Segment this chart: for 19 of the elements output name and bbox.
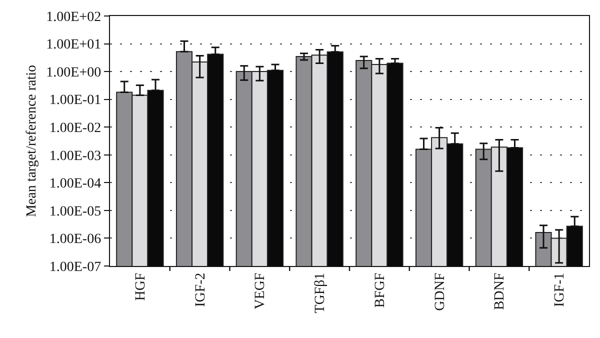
y-tick-label: 1.00E-05 — [49, 204, 102, 220]
x-tick-label: GDNF — [432, 272, 448, 311]
x-tick-label: IGF-2 — [193, 272, 208, 307]
y-tick-label: 1.00E-03 — [49, 148, 102, 164]
y-axis-title: Mean target/reference ratio — [24, 64, 40, 218]
y-tick-label: 1.00E-04 — [49, 176, 102, 192]
y-tick-label: 1.00E-06 — [49, 232, 102, 248]
x-tick-label: VEGF — [253, 272, 268, 310]
x-tick-label: HGF — [133, 272, 148, 301]
x-tick-label: BFGF — [372, 272, 388, 308]
y-tick-label: 1.00E-07 — [49, 260, 102, 275]
y-tick-label: 1.00E+00 — [46, 65, 102, 80]
x-tick-label: TGFβ1 — [313, 272, 328, 314]
x-tick-label: BDNF — [492, 272, 508, 310]
x-tick-label: IGF-1 — [552, 272, 568, 307]
y-tick-label: 1.00E+02 — [46, 10, 102, 25]
y-tick-label: 1.00E-02 — [49, 121, 102, 136]
y-tick-label: 1.00E-01 — [49, 93, 102, 108]
y-tick-label: 1.00E+01 — [46, 38, 102, 53]
